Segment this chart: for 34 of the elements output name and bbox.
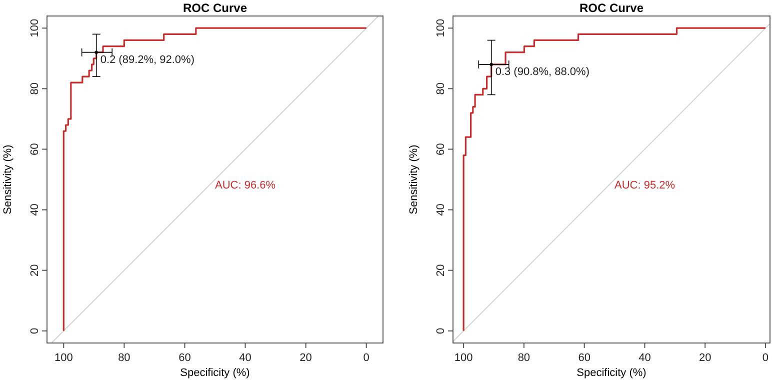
y-tick-label: 0 xyxy=(435,328,447,334)
chart-title: ROC Curve xyxy=(182,1,248,15)
x-tick-label: 80 xyxy=(118,352,130,364)
y-tick-label: 80 xyxy=(29,82,41,95)
y-tick-label: 20 xyxy=(29,264,41,276)
y-axis-title: Sensitivity (%) xyxy=(408,144,420,214)
annotation: AUC: 95.2% xyxy=(614,179,676,192)
y-tick-label: 60 xyxy=(435,143,447,156)
y-tick-label: 60 xyxy=(29,143,41,156)
chart-title: ROC Curve xyxy=(579,1,644,15)
y-tick-label: 40 xyxy=(435,204,447,216)
x-tick-label: 100 xyxy=(54,352,73,364)
x-tick-label: 20 xyxy=(300,352,312,364)
x-tick-label: 80 xyxy=(518,352,530,364)
y-tick-label: 0 xyxy=(29,328,41,334)
annotation: 0.2 (89.2%, 92.0%) xyxy=(100,54,195,66)
annotation: 0.3 (90.8%, 88.0%) xyxy=(495,66,590,78)
x-tick-label: 100 xyxy=(454,352,473,364)
x-tick-label: 40 xyxy=(239,352,252,364)
x-tick-label: 60 xyxy=(178,352,191,364)
x-tick-label: 0 xyxy=(363,352,370,364)
y-axis-title: Sensitivity (%) xyxy=(2,144,14,214)
y-tick-label: 100 xyxy=(435,18,447,38)
y-tick-label: 100 xyxy=(29,18,41,38)
annotation: AUC: 96.6% xyxy=(215,179,276,192)
y-tick-label: 40 xyxy=(29,204,41,216)
y-tick-label: 80 xyxy=(435,82,447,95)
x-tick-label: 40 xyxy=(638,352,651,364)
x-tick-label: 20 xyxy=(698,352,712,364)
x-tick-label: 60 xyxy=(578,352,590,364)
y-tick-label: 20 xyxy=(435,264,447,276)
x-axis-title: Specificity (%) xyxy=(180,367,250,379)
x-axis-title: Specificity (%) xyxy=(576,367,646,379)
x-tick-label: 0 xyxy=(762,352,769,364)
